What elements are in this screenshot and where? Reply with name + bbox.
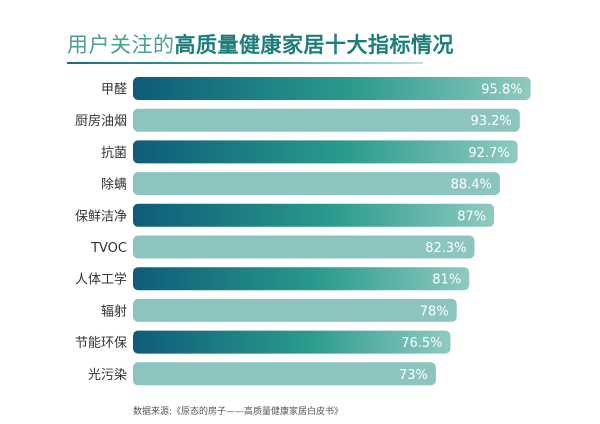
bar-row: TVOC 82.3% [90, 235, 475, 259]
category-label: 除螨 [101, 178, 127, 193]
category-label: 人体工学 [75, 272, 127, 288]
category-label: 节能环保 [75, 336, 127, 351]
chart-title-main: 高质量健康家居十大指标情况 [174, 33, 454, 57]
value-label: 93.2% [470, 114, 511, 129]
title-underline [67, 62, 423, 64]
value-label: 87% [457, 209, 486, 224]
value-label: 95.8% [481, 83, 522, 98]
bar [133, 362, 436, 386]
bars-layer: 甲醛 95.8% 厨房油烟 93.2% 抗菌 92.7% 除螨 88.4% 保鲜洁净 87% TVO… [75, 77, 531, 386]
bar-row: 抗菌 92.7% [101, 140, 518, 164]
value-label: 73% [399, 368, 428, 383]
bar-row: 光污染 73% [88, 362, 436, 386]
data-source-note: 数据来源:《原态的房子——高质量健康家居白皮书》 [133, 407, 344, 417]
bar [133, 77, 531, 100]
bar [133, 330, 451, 354]
category-label: TVOC [90, 241, 127, 256]
category-label: 厨房油烟 [75, 113, 127, 129]
bar-row: 辐射 78% [101, 298, 457, 322]
category-label: 辐射 [101, 303, 127, 319]
value-label: 88.4% [451, 178, 492, 193]
chart-title-prefix: 用户关注的 [67, 33, 175, 57]
bar-row: 除螨 88.4% [101, 172, 500, 196]
value-label: 82.3% [425, 241, 466, 256]
category-label: 抗菌 [101, 146, 127, 161]
value-label: 92.7% [468, 146, 509, 161]
category-label: 甲醛 [101, 82, 127, 98]
bar [133, 267, 470, 291]
bar-row: 甲醛 95.8% [101, 77, 531, 100]
bar-row: 厨房油烟 93.2% [75, 108, 520, 132]
category-label: 保鲜洁净 [75, 209, 127, 224]
value-label: 76.5% [401, 336, 442, 351]
bar-row: 人体工学 81% [75, 267, 470, 291]
bar [133, 235, 475, 259]
chart-title: 用户关注的高质量健康家居十大指标情况 [67, 29, 454, 59]
value-label: 78% [420, 304, 449, 319]
bar-row: 保鲜洁净 87% [75, 203, 495, 227]
bar [133, 298, 457, 322]
category-label: 光污染 [88, 368, 127, 383]
bar [133, 108, 520, 132]
bar [133, 203, 495, 227]
bar-row: 节能环保 76.5% [75, 330, 451, 354]
value-label: 81% [432, 273, 461, 288]
bar [133, 172, 500, 196]
bar [133, 140, 518, 164]
